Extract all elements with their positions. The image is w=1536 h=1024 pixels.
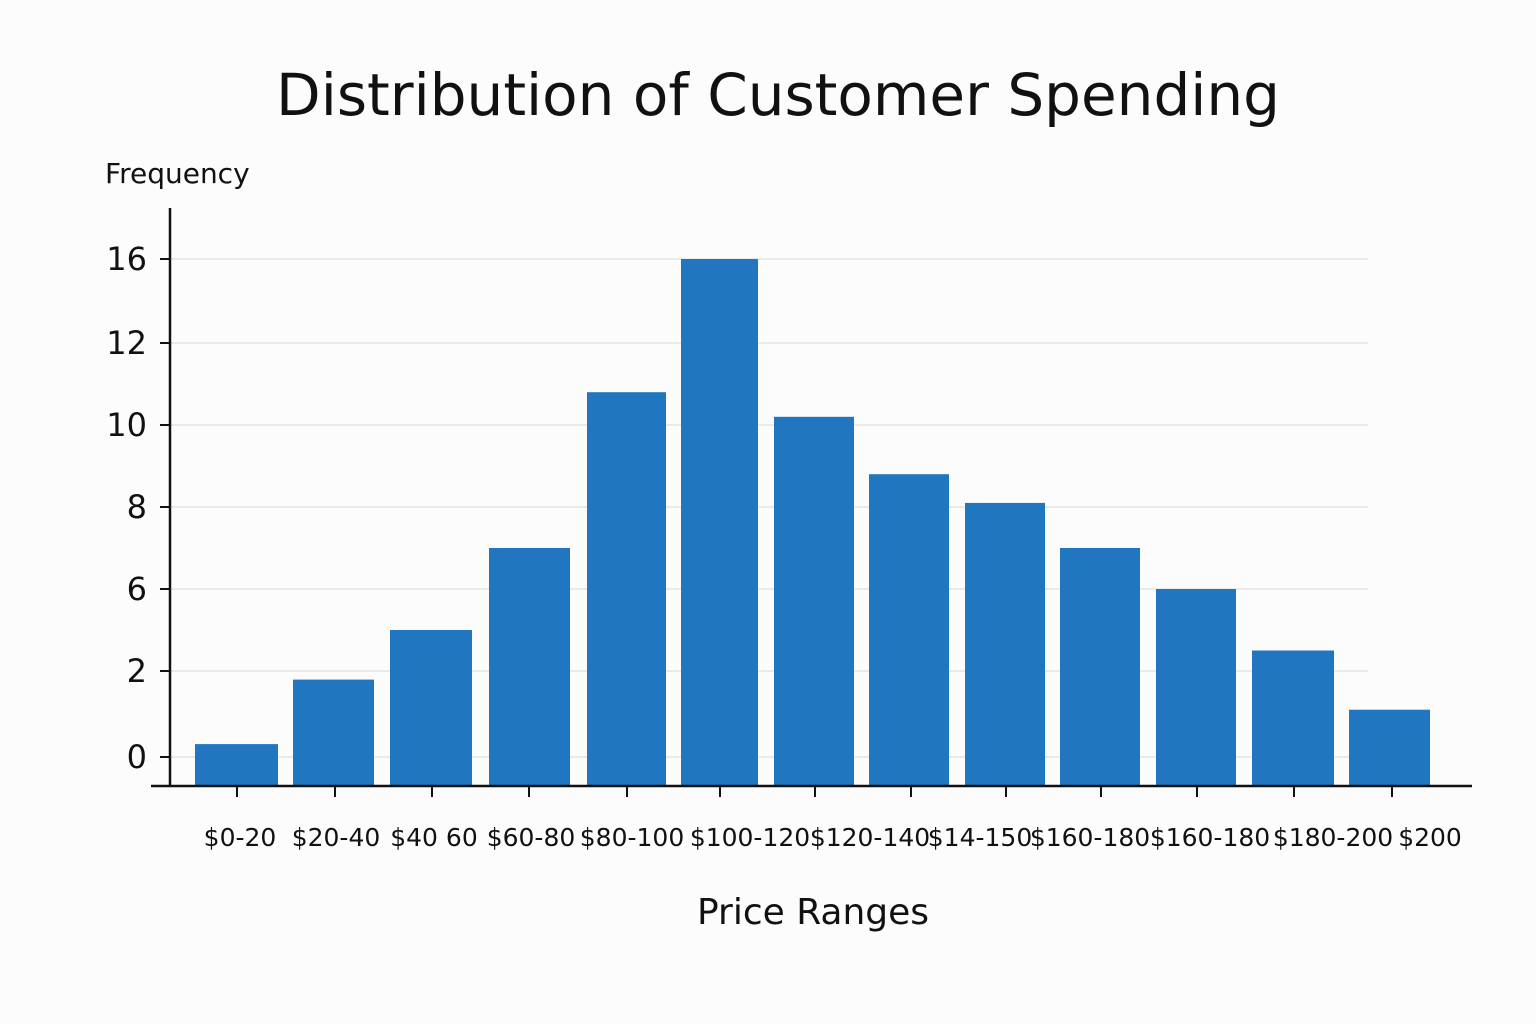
bar (965, 502, 1045, 786)
chart-title: Distribution of Customer Spending (276, 61, 1280, 129)
bar (489, 548, 570, 786)
y-axis-ticks: 0 2 6 8 10 12 16 (106, 240, 170, 776)
y-axis-title: Frequency (105, 157, 250, 190)
y-tick-label: 2 (127, 652, 147, 690)
bar (390, 630, 472, 786)
bar (587, 392, 666, 786)
x-axis-title: Price Ranges (697, 892, 929, 933)
x-tick-label: $60-80 (487, 823, 576, 852)
bar (774, 416, 854, 786)
x-tick-label: $160-180 (1150, 823, 1270, 852)
x-tick-label: $40 60 (390, 823, 477, 852)
y-tick-label: 10 (106, 406, 147, 444)
x-tick-label: $160-180 (1030, 823, 1150, 852)
x-tick-label: $120-140 (810, 823, 930, 852)
bar (681, 259, 758, 786)
bar (869, 474, 949, 786)
y-tick-label: 8 (127, 488, 147, 526)
y-tick-label: 6 (127, 570, 147, 608)
bar (1252, 650, 1334, 786)
axes (151, 208, 1472, 788)
x-tick-label: $80-100 (580, 823, 684, 852)
y-tick-label: 0 (127, 738, 147, 776)
bar (1156, 589, 1236, 786)
x-tick-label: $14-150 (928, 823, 1032, 852)
x-tick-label: $0-20 (204, 823, 277, 852)
bar (1060, 548, 1140, 786)
x-tick-label: $100-120 (690, 823, 810, 852)
y-tick-label: 16 (106, 240, 147, 278)
x-axis-ticks: $0-20 $20-40 $40 60 $60-80 $80-100 $100-120 $1… (204, 786, 1462, 852)
bar (195, 744, 278, 786)
bars (195, 259, 1430, 786)
x-tick-label: $180-200 (1273, 823, 1393, 852)
x-tick-label: $200 (1398, 823, 1462, 852)
bar (1349, 709, 1430, 786)
y-tick-label: 12 (106, 324, 147, 362)
x-tick-label: $20-40 (292, 823, 381, 852)
bar (293, 679, 374, 786)
grid-lines (170, 258, 1368, 758)
